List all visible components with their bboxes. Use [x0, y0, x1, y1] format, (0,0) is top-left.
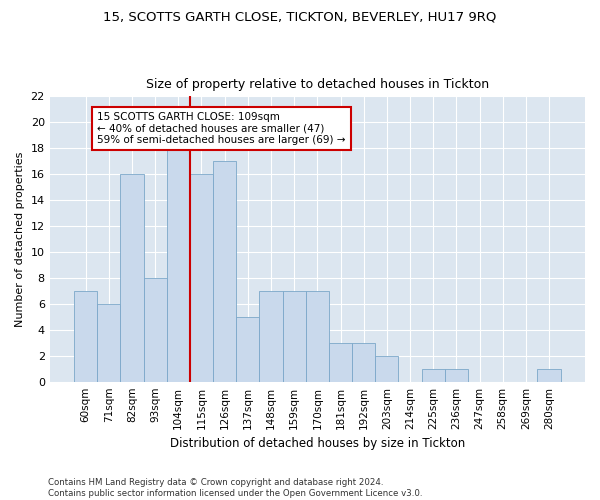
Bar: [329, 343, 352, 382]
Bar: [422, 368, 445, 382]
Title: Size of property relative to detached houses in Tickton: Size of property relative to detached ho…: [146, 78, 489, 91]
Bar: [259, 291, 283, 382]
Bar: [352, 343, 375, 382]
Bar: [283, 291, 306, 382]
Y-axis label: Number of detached properties: Number of detached properties: [15, 152, 25, 326]
Bar: [167, 148, 190, 382]
Bar: [74, 291, 97, 382]
Bar: [445, 368, 468, 382]
Text: Contains HM Land Registry data © Crown copyright and database right 2024.
Contai: Contains HM Land Registry data © Crown c…: [48, 478, 422, 498]
Text: 15 SCOTTS GARTH CLOSE: 109sqm
← 40% of detached houses are smaller (47)
59% of s: 15 SCOTTS GARTH CLOSE: 109sqm ← 40% of d…: [97, 112, 346, 145]
Bar: [236, 317, 259, 382]
Bar: [143, 278, 167, 382]
Bar: [97, 304, 121, 382]
Bar: [121, 174, 143, 382]
Text: 15, SCOTTS GARTH CLOSE, TICKTON, BEVERLEY, HU17 9RQ: 15, SCOTTS GARTH CLOSE, TICKTON, BEVERLE…: [103, 10, 497, 23]
Bar: [306, 291, 329, 382]
X-axis label: Distribution of detached houses by size in Tickton: Distribution of detached houses by size …: [170, 437, 465, 450]
Bar: [375, 356, 398, 382]
Bar: [190, 174, 213, 382]
Bar: [538, 368, 560, 382]
Bar: [213, 161, 236, 382]
